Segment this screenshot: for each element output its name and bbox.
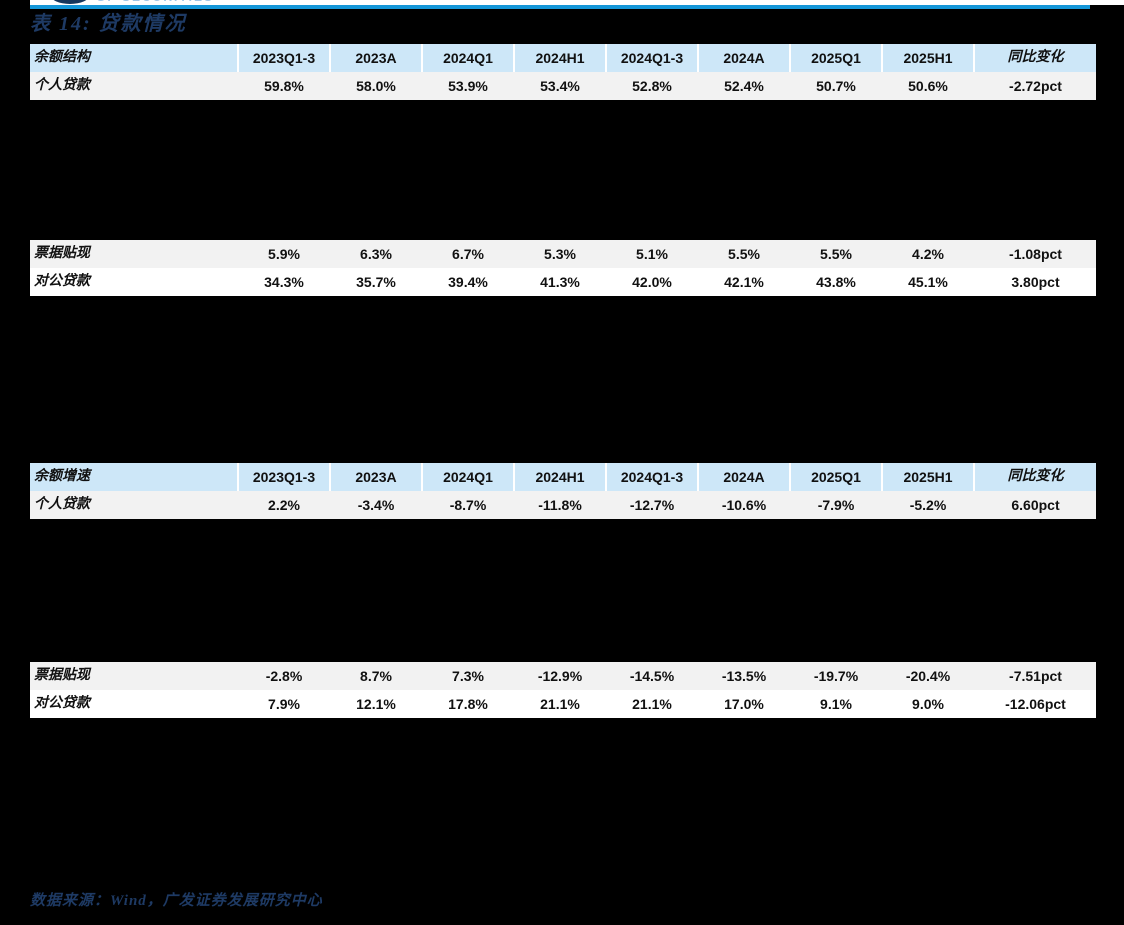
value-cell: 5.1% <box>605 240 697 268</box>
value-cell: 59.8% <box>237 72 329 100</box>
header-cell: 2025H1 <box>881 44 973 72</box>
value-cell: -10.6% <box>697 491 789 519</box>
accent-rule <box>30 5 1090 9</box>
table-row: 票据贴现 5.9% 6.3% 6.7% 5.3% 5.1% 5.5% 5.5% … <box>30 240 1096 268</box>
header-cell: 2024A <box>697 463 789 491</box>
header-cell: 同比变化 <box>973 44 1096 72</box>
header-cell: 2025H1 <box>881 463 973 491</box>
row-label: 票据贴现 <box>30 240 237 268</box>
header-cell: 2023A <box>329 44 421 72</box>
row-label: 对公贷款 <box>30 690 237 718</box>
value-cell: 2.2% <box>237 491 329 519</box>
value-cell: 5.5% <box>697 240 789 268</box>
value-cell: 8.7% <box>329 662 421 690</box>
value-cell: 39.4% <box>421 268 513 296</box>
value-cell: 17.8% <box>421 690 513 718</box>
header-cell: 2023A <box>329 463 421 491</box>
value-cell: 7.3% <box>421 662 513 690</box>
header-cell: 2024Q1 <box>421 463 513 491</box>
header-cell: 2024Q1-3 <box>605 463 697 491</box>
value-cell: -20.4% <box>881 662 973 690</box>
header-cell: 2025Q1 <box>789 44 881 72</box>
row-label: 个人贷款 <box>30 72 237 100</box>
value-cell: -3.4% <box>329 491 421 519</box>
header-cell: 余额增速 <box>30 463 237 491</box>
logo-strip: GF SECURITIES <box>30 0 1124 5</box>
value-cell: 5.9% <box>237 240 329 268</box>
value-cell: 34.3% <box>237 268 329 296</box>
header-cell: 2024H1 <box>513 463 605 491</box>
table-row: 个人贷款 59.8% 58.0% 53.9% 53.4% 52.8% 52.4%… <box>30 72 1096 100</box>
value-cell: 4.2% <box>881 240 973 268</box>
value-cell: 53.4% <box>513 72 605 100</box>
value-cell: 12.1% <box>329 690 421 718</box>
table-balance-structure: 余额结构 2023Q1-3 2023A 2024Q1 2024H1 2024Q1… <box>30 44 1096 299</box>
row-label: 个人贷款 <box>30 491 237 519</box>
header-cell: 2025Q1 <box>789 463 881 491</box>
value-cell: 52.8% <box>605 72 697 100</box>
table-header-row: 余额结构 2023Q1-3 2023A 2024Q1 2024H1 2024Q1… <box>30 44 1096 74</box>
value-cell: 5.5% <box>789 240 881 268</box>
source-note: 数据来源：Wind，广发证券发展研究中心 <box>30 893 323 909</box>
table-caption: 表 14: 贷款情况 <box>30 13 187 35</box>
value-cell: 41.3% <box>513 268 605 296</box>
table-header-row: 余额增速 2023Q1-3 2023A 2024Q1 2024H1 2024Q1… <box>30 463 1096 493</box>
header-cell: 2024A <box>697 44 789 72</box>
value-cell: 53.9% <box>421 72 513 100</box>
header-cell: 余额结构 <box>30 44 237 72</box>
value-cell: 17.0% <box>697 690 789 718</box>
header-cell: 2024Q1-3 <box>605 44 697 72</box>
value-cell: 50.7% <box>789 72 881 100</box>
header-cell: 2024Q1 <box>421 44 513 72</box>
value-cell: -13.5% <box>697 662 789 690</box>
value-cell: -12.06pct <box>973 690 1096 718</box>
value-cell: -19.7% <box>789 662 881 690</box>
value-cell: 6.3% <box>329 240 421 268</box>
value-cell: -1.08pct <box>973 240 1096 268</box>
value-cell: -8.7% <box>421 491 513 519</box>
value-cell: 9.0% <box>881 690 973 718</box>
table-row: 对公贷款 34.3% 35.7% 39.4% 41.3% 42.0% 42.1%… <box>30 268 1096 299</box>
value-cell: 45.1% <box>881 268 973 296</box>
value-cell: 42.1% <box>697 268 789 296</box>
gf-wordmark: GF SECURITIES <box>96 0 214 4</box>
value-cell: 58.0% <box>329 72 421 100</box>
header-cell: 2024H1 <box>513 44 605 72</box>
gf-logo-icon <box>50 0 90 4</box>
value-cell: -11.8% <box>513 491 605 519</box>
value-cell: -2.72pct <box>973 72 1096 100</box>
table-row: 对公贷款 7.9% 12.1% 17.8% 21.1% 21.1% 17.0% … <box>30 690 1096 721</box>
row-label: 票据贴现 <box>30 662 237 690</box>
value-cell: 6.60pct <box>973 491 1096 519</box>
value-cell: 52.4% <box>697 72 789 100</box>
value-cell: -7.9% <box>789 491 881 519</box>
table-row: 个人贷款 2.2% -3.4% -8.7% -11.8% -12.7% -10.… <box>30 491 1096 519</box>
value-cell: 43.8% <box>789 268 881 296</box>
value-cell: 3.80pct <box>973 268 1096 296</box>
row-label: 对公贷款 <box>30 268 237 296</box>
value-cell: -14.5% <box>605 662 697 690</box>
value-cell: 9.1% <box>789 690 881 718</box>
value-cell: -5.2% <box>881 491 973 519</box>
value-cell: 42.0% <box>605 268 697 296</box>
table-row: 票据贴现 -2.8% 8.7% 7.3% -12.9% -14.5% -13.5… <box>30 662 1096 690</box>
value-cell: 6.7% <box>421 240 513 268</box>
value-cell: -12.7% <box>605 491 697 519</box>
header-cell: 2023Q1-3 <box>237 44 329 72</box>
header-cell: 2023Q1-3 <box>237 463 329 491</box>
value-cell: 50.6% <box>881 72 973 100</box>
value-cell: -7.51pct <box>973 662 1096 690</box>
value-cell: -12.9% <box>513 662 605 690</box>
value-cell: 21.1% <box>605 690 697 718</box>
header-cell: 同比变化 <box>973 463 1096 491</box>
value-cell: 35.7% <box>329 268 421 296</box>
table-balance-growth: 余额增速 2023Q1-3 2023A 2024Q1 2024H1 2024Q1… <box>30 463 1096 721</box>
value-cell: -2.8% <box>237 662 329 690</box>
value-cell: 21.1% <box>513 690 605 718</box>
value-cell: 5.3% <box>513 240 605 268</box>
value-cell: 7.9% <box>237 690 329 718</box>
